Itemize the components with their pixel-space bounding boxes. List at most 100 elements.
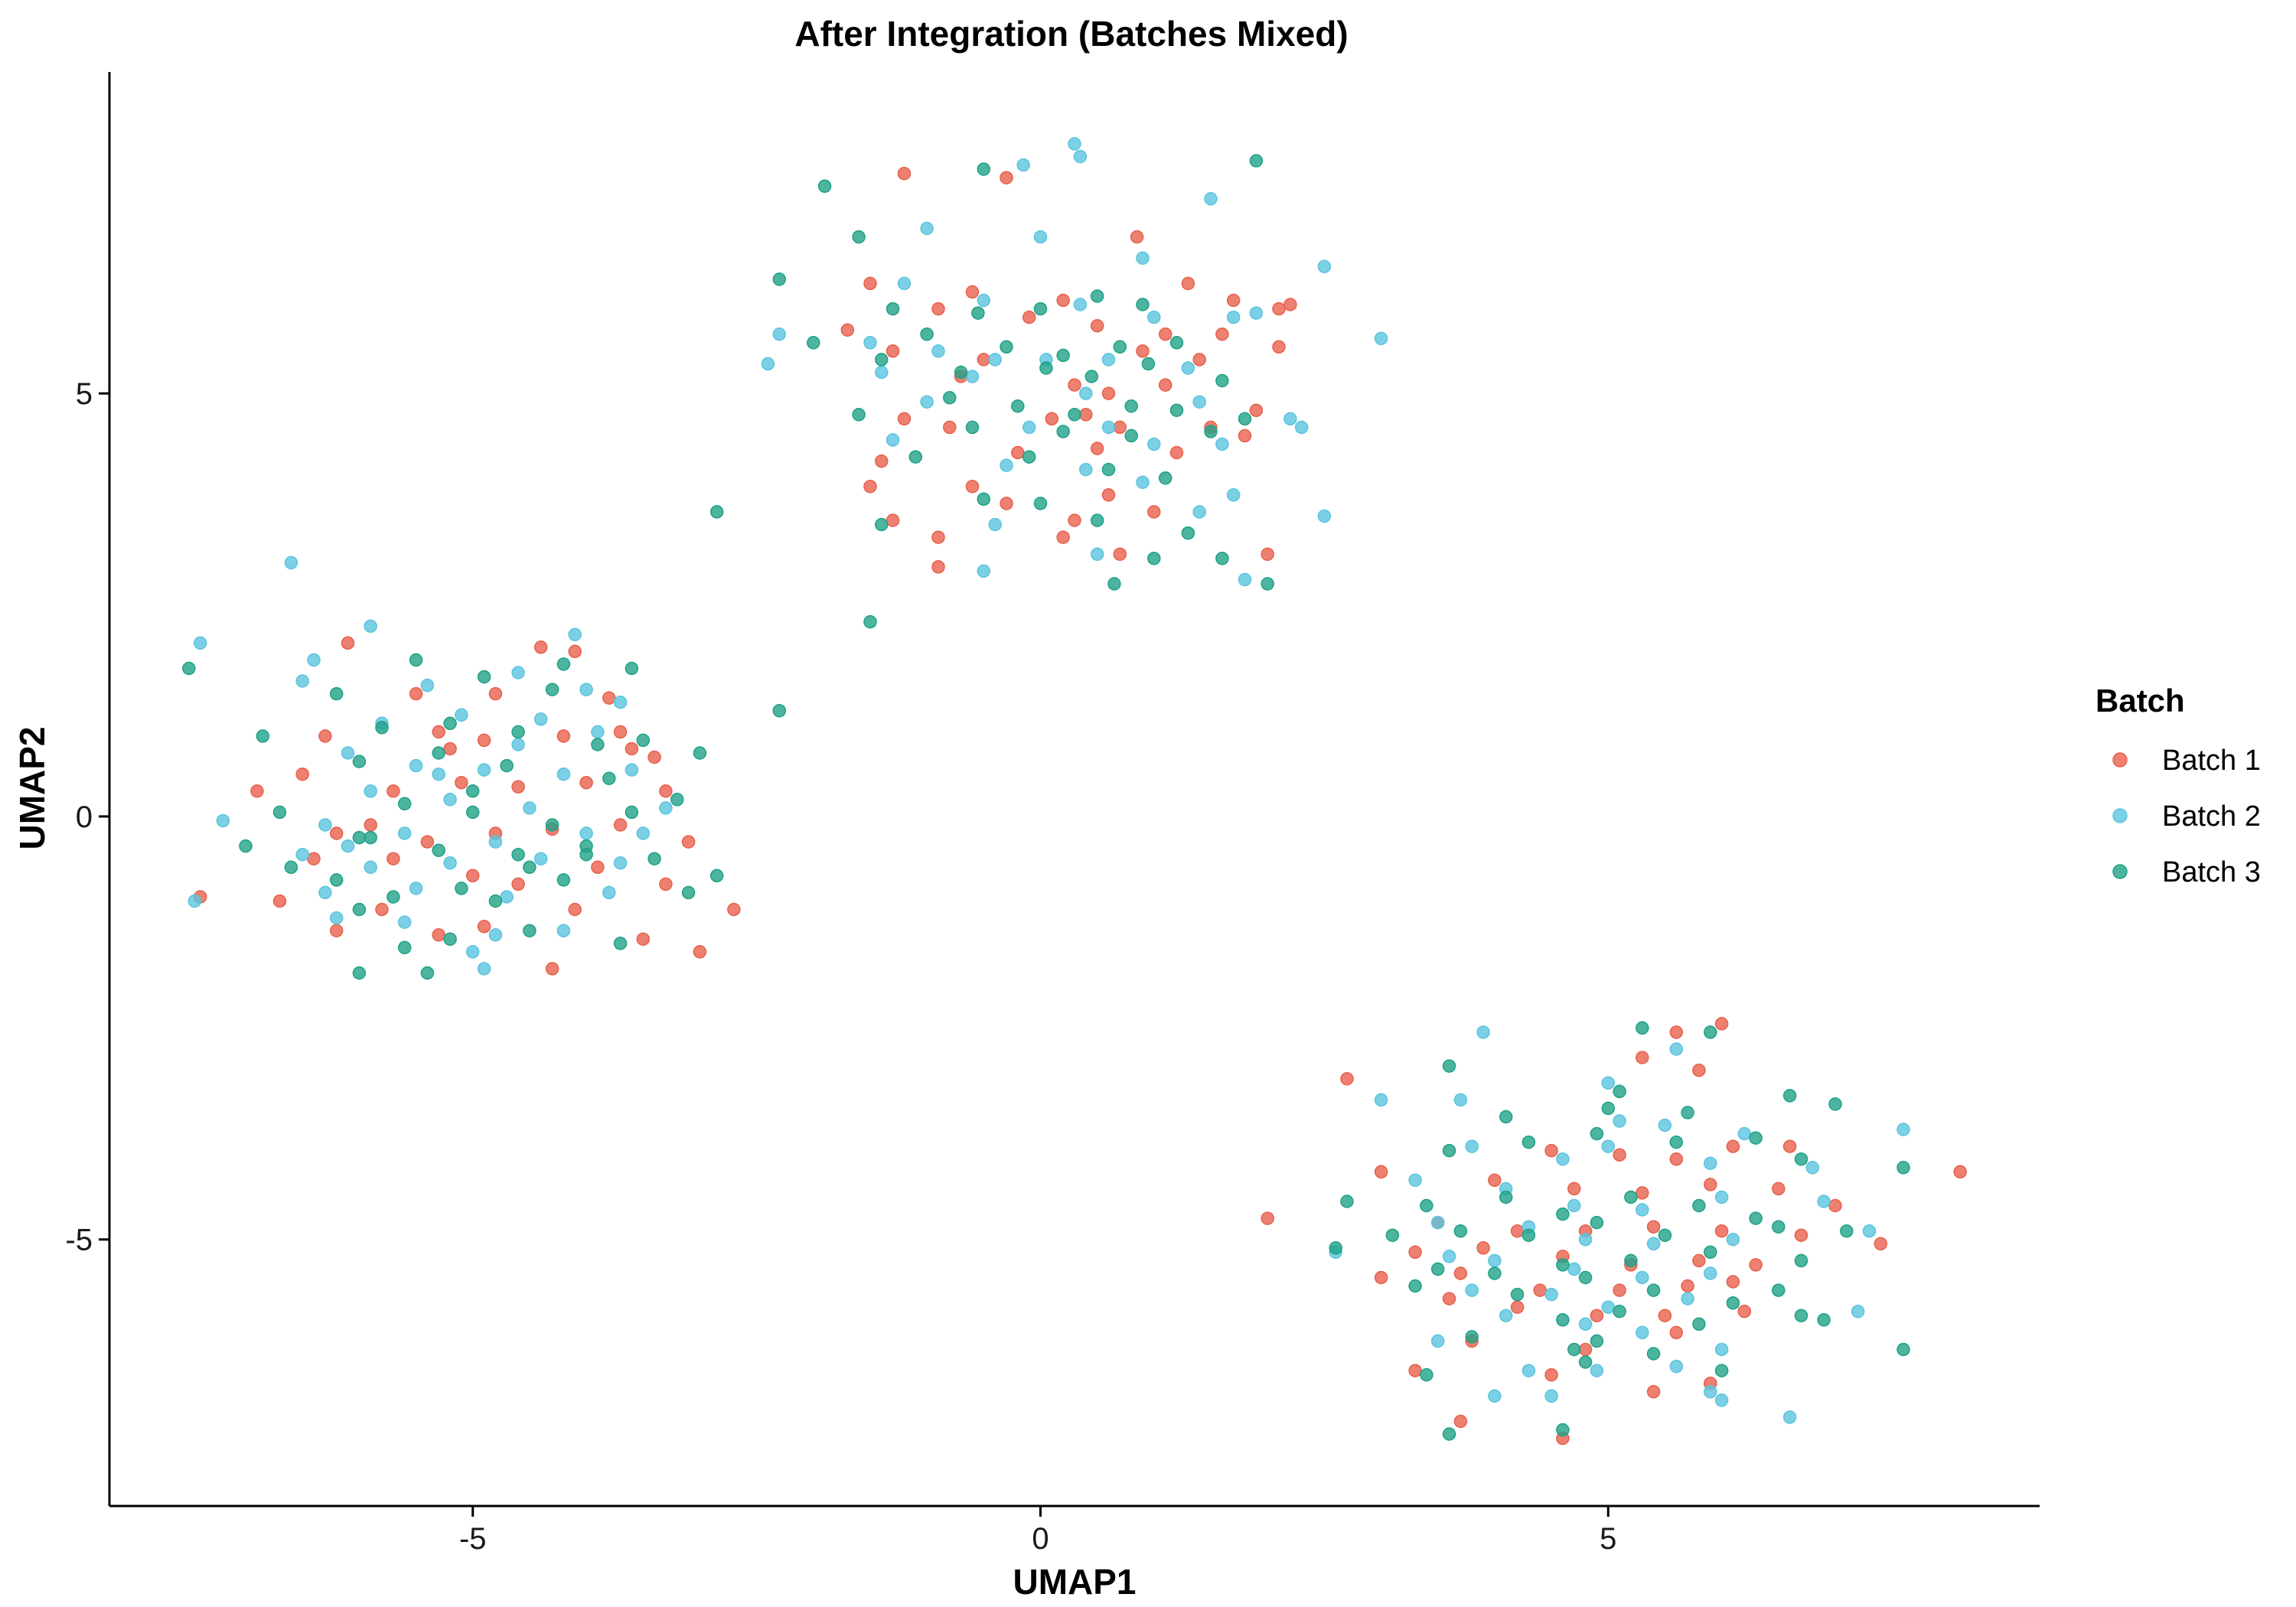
data-point bbox=[965, 479, 980, 494]
data-point bbox=[1130, 230, 1144, 244]
data-point bbox=[1590, 1215, 1604, 1230]
data-point bbox=[1317, 259, 1332, 274]
data-point bbox=[591, 860, 605, 875]
data-point bbox=[1578, 1232, 1593, 1247]
data-point bbox=[1147, 551, 1161, 566]
data-point bbox=[193, 636, 207, 650]
data-point bbox=[397, 915, 412, 929]
data-point bbox=[1465, 1330, 1479, 1344]
data-point bbox=[1646, 1283, 1661, 1297]
data-point bbox=[409, 653, 423, 667]
data-point bbox=[897, 412, 912, 426]
data-point bbox=[1669, 1152, 1684, 1166]
data-point bbox=[465, 805, 480, 820]
data-point bbox=[863, 336, 877, 350]
data-point bbox=[1590, 1334, 1604, 1348]
data-point bbox=[1499, 1110, 1513, 1124]
data-point bbox=[1147, 437, 1161, 451]
data-point bbox=[1136, 298, 1150, 311]
data-point bbox=[1488, 1253, 1502, 1268]
data-point bbox=[1704, 1025, 1717, 1039]
data-point bbox=[852, 230, 866, 244]
data-point bbox=[1567, 1342, 1581, 1357]
data-point bbox=[1692, 1317, 1706, 1332]
data-point bbox=[1782, 1139, 1797, 1153]
data-point bbox=[1578, 1317, 1593, 1332]
data-point bbox=[511, 780, 525, 794]
data-point bbox=[1488, 1173, 1502, 1188]
data-point bbox=[1101, 462, 1116, 477]
data-point bbox=[477, 962, 491, 976]
data-point bbox=[477, 733, 491, 748]
data-point bbox=[1499, 1190, 1513, 1204]
data-point bbox=[511, 725, 525, 739]
data-point bbox=[1283, 412, 1297, 426]
data-point bbox=[772, 327, 787, 341]
data-point bbox=[1158, 378, 1172, 392]
data-point bbox=[931, 344, 945, 358]
data-point bbox=[931, 530, 945, 544]
data-point bbox=[1000, 340, 1013, 354]
data-point bbox=[1000, 458, 1013, 472]
data-point bbox=[1817, 1195, 1831, 1208]
data-point bbox=[1101, 488, 1116, 502]
data-point bbox=[1896, 1123, 1910, 1136]
data-point bbox=[1714, 1190, 1729, 1204]
data-point bbox=[1420, 1198, 1433, 1213]
data-point bbox=[1073, 149, 1088, 164]
data-point bbox=[1374, 1093, 1388, 1107]
data-point bbox=[1726, 1139, 1740, 1153]
data-point bbox=[931, 560, 945, 574]
data-point bbox=[1113, 420, 1127, 435]
data-point bbox=[613, 856, 628, 870]
data-point bbox=[1039, 361, 1053, 375]
data-point bbox=[1714, 1224, 1729, 1238]
data-point bbox=[1817, 1313, 1831, 1327]
data-point bbox=[591, 725, 605, 739]
data-point bbox=[1578, 1270, 1593, 1285]
data-point bbox=[988, 353, 1002, 367]
data-point bbox=[761, 357, 775, 371]
data-point bbox=[1737, 1304, 1752, 1319]
data-point bbox=[329, 873, 344, 887]
data-point bbox=[727, 902, 741, 917]
data-point bbox=[817, 179, 832, 194]
data-point bbox=[364, 830, 377, 845]
data-point bbox=[1238, 412, 1252, 426]
data-point bbox=[284, 556, 298, 570]
data-point bbox=[1521, 1364, 1536, 1377]
data-point bbox=[1794, 1152, 1808, 1166]
data-point bbox=[307, 653, 321, 667]
data-point bbox=[1896, 1161, 1910, 1175]
data-point bbox=[1692, 1063, 1706, 1077]
data-point bbox=[511, 738, 525, 751]
y-tick-label: 5 bbox=[76, 377, 93, 411]
data-point bbox=[1073, 298, 1088, 311]
data-point bbox=[1646, 1347, 1661, 1361]
data-point bbox=[533, 641, 548, 654]
data-point bbox=[1158, 327, 1172, 341]
data-point bbox=[1226, 310, 1241, 324]
data-point bbox=[1578, 1355, 1593, 1369]
data-point bbox=[1107, 577, 1121, 591]
data-point bbox=[971, 306, 985, 320]
data-point bbox=[1704, 1266, 1717, 1280]
data-point bbox=[875, 454, 889, 468]
data-point bbox=[1374, 1270, 1388, 1285]
data-point bbox=[318, 885, 332, 900]
data-point bbox=[364, 860, 377, 875]
data-point bbox=[1090, 318, 1104, 333]
data-point bbox=[1567, 1262, 1581, 1276]
data-point bbox=[1636, 1021, 1649, 1035]
data-point bbox=[1011, 399, 1025, 413]
data-point bbox=[1430, 1262, 1445, 1276]
data-point bbox=[1442, 1250, 1456, 1263]
data-point bbox=[636, 826, 651, 840]
data-point bbox=[1249, 306, 1264, 320]
data-point bbox=[432, 927, 445, 942]
data-point bbox=[920, 395, 934, 409]
data-point bbox=[1016, 158, 1030, 172]
data-point bbox=[329, 686, 344, 701]
data-point bbox=[443, 742, 457, 756]
data-point bbox=[1658, 1309, 1672, 1322]
